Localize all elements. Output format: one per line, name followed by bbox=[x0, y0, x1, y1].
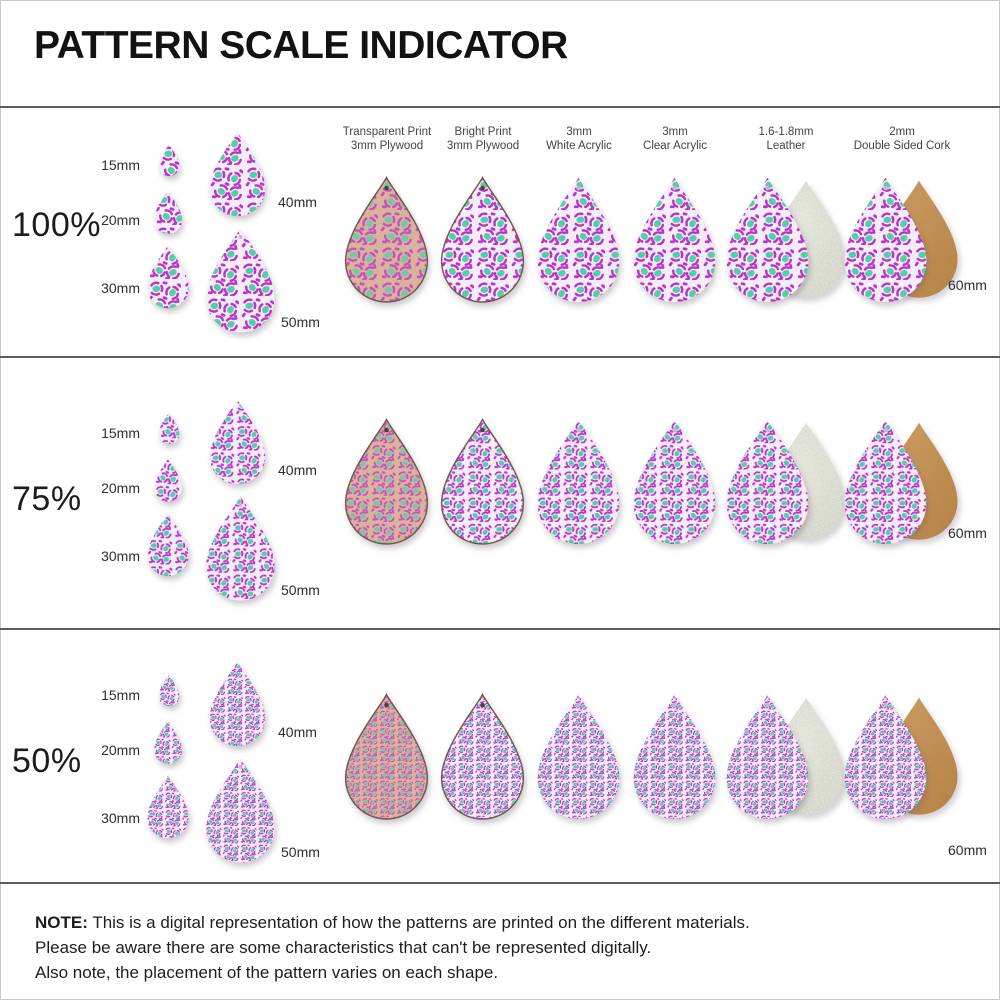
teardrop-plywood-transparent bbox=[343, 175, 430, 306]
teardrop-white-acrylic bbox=[535, 417, 622, 548]
size-label-15mm: 15mm bbox=[101, 157, 140, 173]
material-header-line2: Leather bbox=[766, 140, 806, 152]
size-label-15mm: 15mm bbox=[101, 425, 140, 441]
teardrop-sample-50mm bbox=[204, 226, 277, 336]
page-title: PATTERN SCALE INDICATOR bbox=[34, 24, 568, 67]
teardrop-cork-front bbox=[842, 692, 929, 823]
size-label-15mm: 15mm bbox=[101, 687, 140, 703]
material-header-line1: Transparent Print bbox=[342, 126, 432, 138]
scale-row-100: 100% Transparent Print 3mm Plywood Brigh… bbox=[0, 106, 1000, 358]
teardrop-sample-20mm bbox=[153, 458, 183, 503]
size-label-20mm: 20mm bbox=[101, 480, 140, 496]
teardrop-sample-40mm bbox=[208, 660, 267, 749]
teardrop-cork-front bbox=[842, 417, 929, 548]
material-header-cork: 2mm Double Sided Cork bbox=[822, 125, 982, 153]
teardrop-sample-15mm bbox=[158, 674, 180, 707]
teardrop-sample-50mm bbox=[204, 756, 277, 866]
size-label-30mm: 30mm bbox=[101, 810, 140, 826]
size-label-50mm: 50mm bbox=[281, 314, 320, 330]
size-label-40mm: 40mm bbox=[278, 462, 317, 478]
material-header-line2: Clear Acrylic bbox=[643, 140, 707, 152]
material-header-white-acrylic: 3mm White Acrylic bbox=[514, 125, 644, 153]
teardrop-cork-front bbox=[842, 175, 929, 306]
material-header-line1: 3mm bbox=[662, 126, 688, 138]
size-label-20mm: 20mm bbox=[101, 742, 140, 758]
size-label-20mm: 20mm bbox=[101, 212, 140, 228]
teardrop-sample-20mm bbox=[153, 720, 183, 765]
teardrop-leather-front bbox=[724, 175, 811, 306]
teardrop-leather-front bbox=[724, 417, 811, 548]
material-header-clear-acrylic: 3mm Clear Acrylic bbox=[610, 125, 740, 153]
teardrop-clear-acrylic bbox=[631, 417, 718, 548]
teardrop-sample-15mm bbox=[158, 412, 180, 445]
teardrop-sample-30mm bbox=[146, 774, 190, 840]
material-header-bright-plywood: Bright Print 3mm Plywood bbox=[418, 125, 548, 153]
teardrop-sample-20mm bbox=[153, 190, 183, 235]
teardrop-plywood-transparent bbox=[343, 692, 430, 823]
scale-row-50: 50% 15mm 20mm 30mm 40mm 50mm 60mm bbox=[0, 628, 1000, 884]
scale-label: 50% bbox=[12, 742, 82, 780]
material-header-line1: 1.6-1.8mm bbox=[758, 126, 814, 138]
note-line-3: Also note, the placement of the pattern … bbox=[35, 963, 499, 982]
material-header-line1: 3mm bbox=[566, 126, 592, 138]
size-label-60mm: 60mm bbox=[948, 277, 987, 293]
scale-label: 100% bbox=[12, 206, 101, 244]
teardrop-sample-50mm bbox=[204, 494, 277, 604]
teardrop-plywood-transparent bbox=[343, 417, 430, 548]
scale-label: 75% bbox=[12, 480, 82, 518]
teardrop-plywood-bright bbox=[439, 692, 526, 823]
teardrop-sample-40mm bbox=[208, 130, 267, 219]
material-header-line2: 3mm Plywood bbox=[350, 140, 424, 152]
note-label: NOTE: bbox=[35, 913, 88, 932]
teardrop-sample-40mm bbox=[208, 398, 267, 487]
teardrop-sample-30mm bbox=[146, 512, 190, 578]
note-line-2: Please be aware there are some character… bbox=[35, 938, 652, 957]
material-header-line2: Double Sided Cork bbox=[853, 140, 951, 152]
size-label-30mm: 30mm bbox=[101, 280, 140, 296]
scale-row-75: 75% 15mm 20mm 30mm 40mm 50mm 60mm bbox=[0, 356, 1000, 630]
material-header-line2: White Acrylic bbox=[546, 140, 612, 152]
material-header-line2: 3mm Plywood bbox=[446, 140, 520, 152]
note-line-1: NOTE: This is a digital representation o… bbox=[35, 910, 970, 935]
teardrop-white-acrylic bbox=[535, 692, 622, 823]
teardrop-sample-30mm bbox=[146, 244, 190, 310]
teardrop-clear-acrylic bbox=[631, 175, 718, 306]
size-label-60mm: 60mm bbox=[948, 842, 987, 858]
size-label-30mm: 30mm bbox=[101, 548, 140, 564]
teardrop-plywood-bright bbox=[439, 175, 526, 306]
material-header-transparent-plywood: Transparent Print 3mm Plywood bbox=[322, 125, 452, 153]
teardrop-clear-acrylic bbox=[631, 692, 718, 823]
teardrop-sample-15mm bbox=[158, 144, 180, 177]
note-section: NOTE: This is a digital representation o… bbox=[0, 882, 1000, 1000]
material-header-leather: 1.6-1.8mm Leather bbox=[721, 125, 851, 153]
material-header-line1: 2mm bbox=[889, 126, 915, 138]
size-label-60mm: 60mm bbox=[948, 525, 987, 541]
size-label-50mm: 50mm bbox=[281, 582, 320, 598]
size-label-50mm: 50mm bbox=[281, 844, 320, 860]
teardrop-leather-front bbox=[724, 692, 811, 823]
teardrop-white-acrylic bbox=[535, 175, 622, 306]
note-text: This is a digital representation of how … bbox=[92, 913, 750, 932]
size-label-40mm: 40mm bbox=[278, 194, 317, 210]
size-label-40mm: 40mm bbox=[278, 724, 317, 740]
material-header-line1: Bright Print bbox=[454, 126, 512, 138]
teardrop-plywood-bright bbox=[439, 417, 526, 548]
